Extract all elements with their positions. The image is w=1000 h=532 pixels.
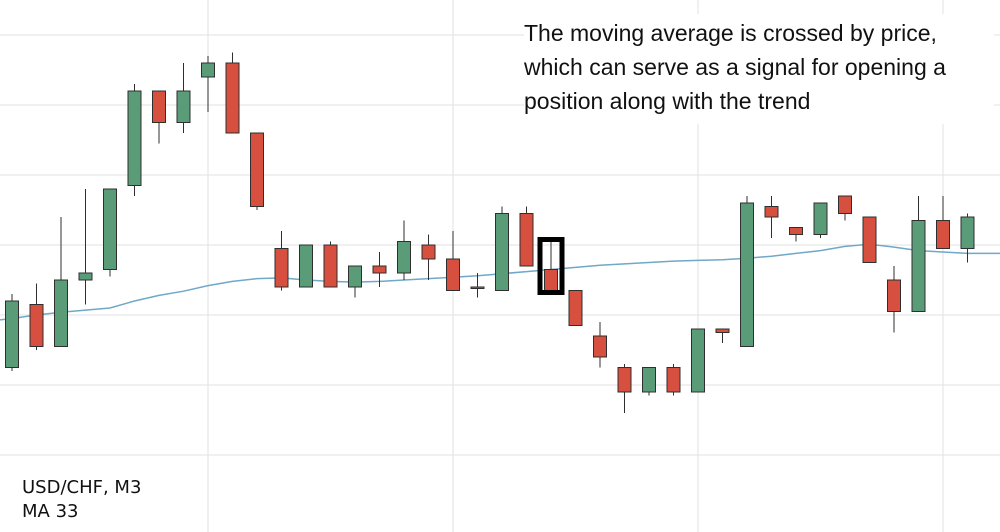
candle-bearish bbox=[862, 216, 877, 263]
annotation-line-1: The moving average is crossed by price, bbox=[524, 20, 937, 46]
candle-bearish bbox=[250, 132, 264, 207]
annotation-line-2: which can serve as a signal for opening … bbox=[524, 54, 946, 80]
candle-bearish bbox=[225, 62, 240, 134]
candle-bearish bbox=[936, 220, 950, 249]
candle-bullish bbox=[103, 188, 117, 270]
candle-bearish bbox=[421, 244, 436, 260]
candle-bearish bbox=[764, 206, 779, 218]
candle-bearish bbox=[666, 367, 681, 393]
annotation-text: The moving average is crossed by price, … bbox=[524, 14, 994, 124]
indicator-label: MA 33 bbox=[22, 501, 79, 522]
candle-bearish bbox=[838, 195, 852, 214]
candle-bullish bbox=[397, 241, 411, 274]
candle-bearish bbox=[617, 367, 632, 393]
candle-bullish bbox=[201, 62, 215, 78]
symbol-label: USD/CHF, M3 bbox=[22, 477, 142, 498]
candle-bearish bbox=[446, 258, 460, 291]
candle-bearish bbox=[519, 213, 534, 267]
chart-info-box: USD/CHF, M3 MA 33 bbox=[22, 476, 142, 524]
candle-bullish bbox=[176, 90, 191, 123]
candle-bearish bbox=[593, 335, 607, 358]
candle-bullish bbox=[740, 202, 754, 347]
candle-bearish bbox=[29, 304, 44, 347]
candle-bearish bbox=[789, 227, 803, 235]
candle-bearish bbox=[887, 279, 901, 312]
candle-bullish bbox=[54, 279, 68, 347]
candle-bullish bbox=[470, 286, 485, 289]
candle-bearish bbox=[323, 244, 338, 288]
candle-bearish bbox=[568, 290, 583, 326]
candle-bearish bbox=[544, 269, 558, 291]
moving-average-line bbox=[0, 243, 1000, 321]
candle-bullish bbox=[495, 213, 509, 291]
highlight-box bbox=[537, 237, 565, 295]
candle-bullish bbox=[127, 90, 142, 186]
candle-bearish bbox=[372, 265, 387, 274]
candle-bearish bbox=[152, 90, 166, 123]
candle-bearish bbox=[274, 248, 289, 288]
candle-bullish bbox=[691, 328, 705, 393]
candle-bullish bbox=[813, 202, 828, 235]
candle-bullish bbox=[960, 216, 975, 249]
candle-bullish bbox=[348, 265, 362, 288]
candle-bearish bbox=[715, 328, 730, 333]
candle-bullish bbox=[642, 367, 656, 393]
candle-bullish bbox=[299, 244, 313, 288]
candle-bullish bbox=[78, 272, 93, 281]
candle-bullish bbox=[911, 220, 926, 312]
candle-bullish bbox=[5, 300, 19, 368]
annotation-line-3: position along with the trend bbox=[524, 88, 811, 114]
